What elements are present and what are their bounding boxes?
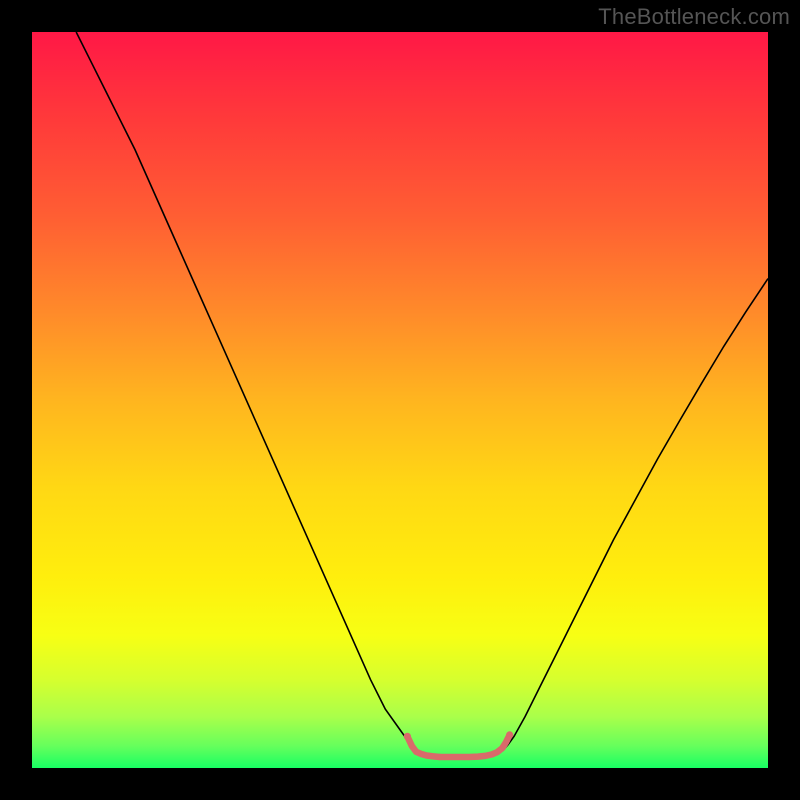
plot-background xyxy=(32,32,768,768)
chart-svg xyxy=(0,0,800,800)
watermark-text: TheBottleneck.com xyxy=(598,4,790,30)
chart-stage: TheBottleneck.com xyxy=(0,0,800,800)
